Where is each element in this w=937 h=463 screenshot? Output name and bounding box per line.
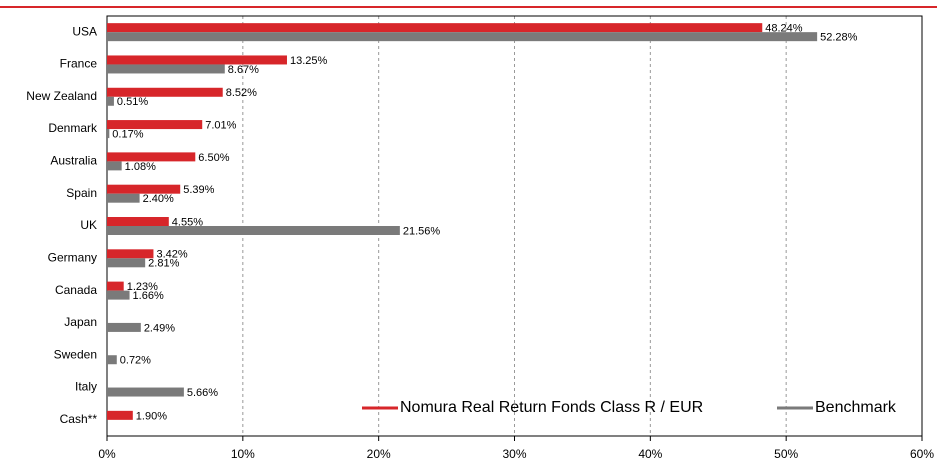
- bar: [107, 184, 181, 194]
- y-tick-label: Cash**: [60, 412, 98, 426]
- value-label: 6.50%: [198, 152, 229, 164]
- y-tick-label: Australia: [50, 154, 97, 168]
- bar: [107, 23, 763, 33]
- value-label: 2.40%: [143, 193, 174, 205]
- value-label: 1.90%: [136, 410, 167, 422]
- value-label: 3.42%: [156, 249, 187, 261]
- legend-label: Nomura Real Return Fonds Class R / EUR: [400, 399, 703, 416]
- x-tick-label: 50%: [774, 447, 798, 461]
- value-label: 8.67%: [228, 64, 259, 76]
- x-tick-label: 60%: [910, 447, 934, 461]
- bar: [107, 387, 184, 397]
- value-label: 13.25%: [290, 55, 328, 67]
- y-tick-label: Sweden: [54, 347, 97, 361]
- value-label: 5.66%: [187, 387, 218, 399]
- bar: [107, 120, 203, 130]
- value-label: 2.81%: [148, 258, 179, 270]
- y-tick-label: Canada: [55, 283, 97, 297]
- legend-label: Benchmark: [815, 399, 897, 416]
- bar: [107, 32, 818, 42]
- value-label: 1.66%: [133, 290, 164, 302]
- bar: [107, 290, 130, 300]
- y-tick-label: Italy: [75, 380, 97, 394]
- value-label: 48.24%: [765, 23, 803, 35]
- y-tick-label: Denmark: [48, 121, 98, 135]
- value-label: 2.49%: [144, 322, 175, 334]
- bar: [107, 55, 287, 65]
- value-label: 0.51%: [117, 96, 148, 108]
- y-tick-label: Spain: [66, 186, 97, 200]
- bar: [107, 355, 117, 365]
- x-tick-label: 40%: [638, 447, 662, 461]
- y-tick-label: France: [60, 57, 98, 71]
- value-label: 52.28%: [820, 32, 858, 44]
- value-label: 7.01%: [205, 119, 236, 131]
- value-label: 1.08%: [125, 161, 156, 173]
- x-tick-label: 0%: [98, 447, 116, 461]
- value-label: 1.23%: [127, 281, 158, 293]
- y-tick-label: Germany: [48, 250, 97, 264]
- bar: [107, 281, 124, 291]
- bar: [107, 87, 223, 97]
- bar: [107, 161, 122, 171]
- bar: [107, 217, 169, 226]
- bar: [107, 226, 400, 235]
- y-tick-label: New Zealand: [26, 89, 97, 103]
- x-tick-label: 20%: [367, 447, 391, 461]
- y-tick-label: UK: [80, 218, 97, 232]
- value-label: 0.17%: [112, 128, 143, 140]
- value-label: 0.72%: [120, 355, 151, 367]
- y-tick-label: USA: [72, 24, 97, 38]
- bar: [107, 96, 114, 106]
- x-tick-label: 10%: [231, 447, 255, 461]
- y-tick-label: Japan: [64, 315, 97, 329]
- bar: [107, 249, 154, 259]
- bar: [107, 410, 133, 420]
- value-label: 8.52%: [226, 87, 257, 99]
- value-label: 21.56%: [403, 225, 441, 237]
- value-label: 5.39%: [183, 184, 214, 196]
- bar: [107, 129, 110, 139]
- bar: [107, 258, 146, 268]
- bar: [107, 152, 196, 162]
- bar: [107, 322, 141, 332]
- bar: [107, 193, 140, 203]
- bar: [107, 64, 225, 74]
- x-tick-label: 30%: [502, 447, 526, 461]
- value-label: 4.55%: [172, 216, 203, 228]
